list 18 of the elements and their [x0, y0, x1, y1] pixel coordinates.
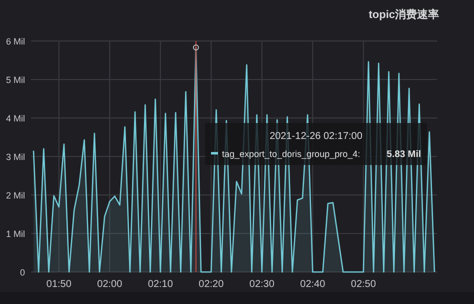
y-tick-label: 1 Mil — [6, 229, 25, 239]
x-tick-label: 02:50 — [350, 279, 376, 290]
x-tick-label: 02:40 — [300, 279, 326, 290]
annotation: 5.83 Mil — [386, 149, 421, 160]
y-tick-label: 5 Mil — [6, 75, 25, 85]
chart-title: topic消费速率 — [368, 8, 439, 21]
x-tick-label: 02:30 — [249, 279, 275, 290]
y-tick-label: 6 Mil — [6, 36, 25, 46]
y-tick-label: 3 Mil — [6, 152, 25, 162]
x-tick-label: 02:00 — [97, 279, 123, 290]
y-tick-label: 4 Mil — [6, 114, 25, 124]
annotation: 2021-12-26 02:17:00 — [270, 131, 363, 142]
y-tick-label: 2 Mil — [6, 190, 25, 200]
x-tick-label: 02:20 — [198, 279, 224, 290]
y-tick-label: 0 — [20, 268, 25, 278]
x-tick-label: 02:10 — [148, 279, 174, 290]
legend-label: tag_export_to_doris_group_pro_4: — [222, 149, 360, 159]
x-tick-label: 01:50 — [46, 279, 72, 290]
